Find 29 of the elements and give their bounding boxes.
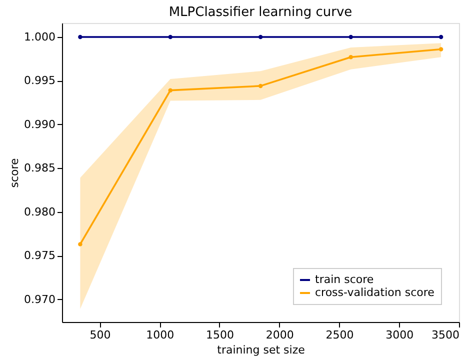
y-tick-label: 0.990 xyxy=(24,118,56,131)
y-axis-title: score xyxy=(8,158,22,188)
point xyxy=(168,88,173,92)
y-tick-label: 1.000 xyxy=(24,30,56,44)
y-tick-label: 0.985 xyxy=(24,162,56,175)
x-tick-label: 1500 xyxy=(206,328,234,342)
point xyxy=(438,47,444,52)
y-tick-label: 0.980 xyxy=(24,205,56,218)
chart-title: MLPClassifier learning curve xyxy=(168,5,352,20)
point xyxy=(168,34,173,40)
point xyxy=(258,84,263,88)
x-tick-label: 2500 xyxy=(326,328,354,342)
x-axis-title: training set size xyxy=(217,344,306,356)
point xyxy=(348,54,353,60)
point xyxy=(258,34,263,40)
y-tick-label: 0.995 xyxy=(24,74,56,88)
x-tick-label: 500 xyxy=(90,328,111,342)
x-tick-label: 1000 xyxy=(146,328,174,342)
x-tick-label: 3000 xyxy=(386,328,414,342)
point xyxy=(348,34,353,40)
point xyxy=(438,34,444,40)
x-tick-label: 3500 xyxy=(432,328,460,342)
legend-label: cross-validation score xyxy=(315,286,435,299)
point xyxy=(78,242,82,246)
y-tick-label: 0.975 xyxy=(24,249,56,262)
x-tick-label: 2000 xyxy=(266,328,294,342)
legend-label: train score xyxy=(315,273,374,286)
y-tick-label: 0.970 xyxy=(24,292,56,306)
point xyxy=(78,34,82,40)
